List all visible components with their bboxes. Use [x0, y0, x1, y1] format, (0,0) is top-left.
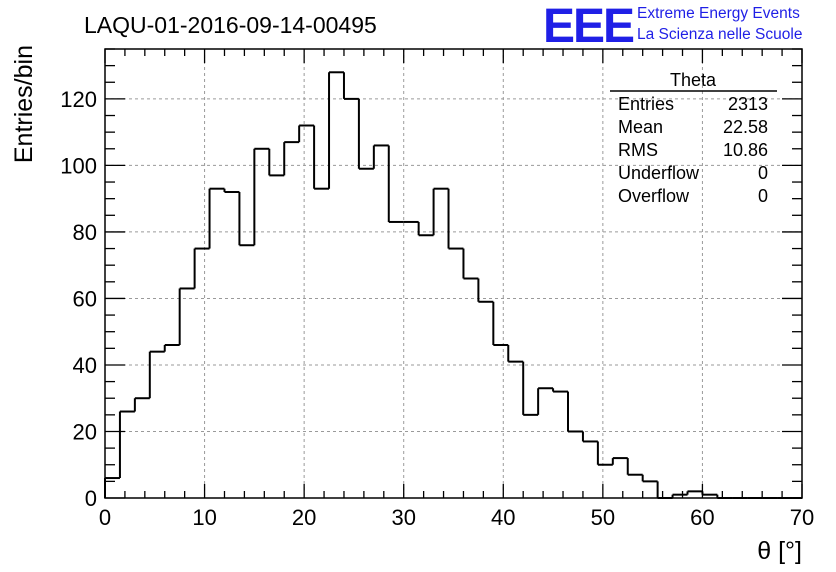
histogram-bin: [417, 221, 434, 237]
x-tick-label: 30: [391, 505, 415, 530]
logo-line-2: La Scienza nelle Scuole: [637, 26, 802, 43]
histogram-bin: [656, 481, 673, 499]
tick-labels: 0 10 20 30 40 50 60 70 0 20 40 60 80 100 120: [60, 87, 814, 530]
stats-label-rms: RMS: [618, 140, 658, 160]
histogram-bin: [477, 278, 494, 303]
logo-mark: EEE: [543, 0, 634, 53]
histogram-bin: [208, 187, 225, 249]
stats-label-overflow: Overflow: [618, 186, 690, 206]
y-tick-label: 80: [73, 220, 97, 245]
histogram-bin: [522, 361, 539, 416]
histogram-bars: [104, 71, 802, 499]
y-tick-label: 120: [60, 87, 97, 112]
y-tick-label: 60: [73, 286, 97, 311]
plot-frame: [104, 48, 803, 499]
x-tick-label: 50: [591, 505, 615, 530]
histogram-bin: [447, 188, 464, 250]
x-tick-label: 40: [491, 505, 515, 530]
histogram-bin: [626, 458, 643, 476]
plot-border: [104, 48, 803, 499]
x-axis-title: θ [°]: [757, 537, 802, 565]
histogram-bin: [552, 388, 569, 393]
histogram-bin: [328, 71, 344, 189]
y-axis-title: Entries/bin: [10, 45, 38, 163]
histogram-bin: [462, 248, 479, 280]
histogram-bin: [223, 188, 240, 194]
grid-lines: [105, 49, 802, 498]
stats-name: Theta: [670, 70, 717, 90]
histogram-bin: [268, 148, 285, 177]
histogram-bin: [581, 431, 598, 443]
stats-label-entries: Entries: [618, 94, 674, 114]
histogram-bin: [298, 124, 315, 143]
histogram-bin: [701, 491, 718, 496]
histogram-bin: [253, 147, 270, 246]
histogram-bin: [641, 474, 658, 483]
stats-value-underflow: 0: [758, 163, 768, 183]
histogram-bin: [283, 141, 300, 176]
histogram-bin: [686, 490, 703, 495]
histogram-bin: [387, 145, 404, 223]
histogram-bin: [492, 301, 509, 347]
axis-ticks: [104, 48, 803, 499]
x-tick-label: 10: [192, 505, 216, 530]
histogram-bin: [342, 72, 359, 100]
x-tick-label: 20: [292, 505, 316, 530]
stats-label-mean: Mean: [618, 117, 663, 137]
logo-line-1: Extreme Energy Events: [637, 5, 800, 22]
histogram-bin: [313, 125, 330, 190]
histogram-bin: [567, 391, 583, 433]
y-tick-label: 100: [60, 153, 97, 178]
stats-value-entries: 2313: [728, 94, 768, 114]
histogram-bin: [193, 247, 210, 289]
stats-label-underflow: Underflow: [618, 163, 700, 183]
stats-value-overflow: 0: [758, 186, 768, 206]
histogram-bin: [507, 345, 524, 363]
stats-box: Theta Entries 2313 Mean 22.58 RMS 10.86 …: [610, 70, 777, 206]
histogram-bin: [537, 387, 554, 415]
histogram-bin: [163, 344, 180, 352]
histogram-bin: [357, 98, 374, 170]
x-tick-label: 70: [790, 505, 814, 530]
histogram-bin: [596, 441, 613, 466]
histogram-bin: [238, 192, 255, 247]
x-tick-label: 0: [99, 505, 111, 530]
histogram-bin: [133, 397, 150, 412]
y-tick-label: 0: [85, 486, 97, 511]
histogram-bin: [118, 410, 135, 479]
histogram-title: LAQU-01-2016-09-14-00495: [84, 12, 377, 38]
y-tick-label: 40: [73, 353, 97, 378]
eee-logo: EEE Extreme Energy Events La Scienza nel…: [543, 0, 802, 53]
histogram-bin: [611, 457, 628, 465]
histogram-bin: [372, 144, 389, 169]
x-tick-label: 60: [690, 505, 714, 530]
histogram-bin: [432, 187, 449, 236]
histogram-bin: [178, 287, 195, 346]
stats-value-rms: 10.86: [723, 140, 768, 160]
y-tick-label: 20: [73, 419, 97, 444]
histogram-bin: [148, 350, 165, 399]
stats-value-mean: 22.58: [723, 117, 768, 137]
